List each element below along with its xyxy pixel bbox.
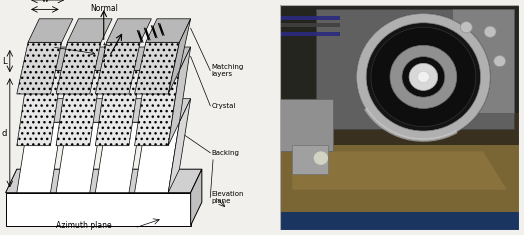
Polygon shape [280,23,340,27]
Polygon shape [280,16,340,20]
Polygon shape [168,99,191,193]
Circle shape [371,27,476,126]
Polygon shape [28,99,73,122]
Circle shape [494,55,506,67]
Text: w: w [41,0,48,4]
Circle shape [484,26,496,37]
Polygon shape [17,42,62,94]
Text: Matching
layers: Matching layers [212,64,244,77]
Polygon shape [67,19,112,42]
Polygon shape [67,47,112,70]
Polygon shape [56,42,101,94]
Polygon shape [452,9,514,113]
Polygon shape [135,70,179,146]
Polygon shape [280,32,340,36]
Circle shape [418,71,429,82]
Polygon shape [56,70,101,146]
Polygon shape [67,99,112,122]
Text: Azimuth plane: Azimuth plane [56,221,112,230]
Text: Normal: Normal [90,4,118,12]
Text: Crystal: Crystal [212,103,236,109]
Polygon shape [280,145,519,230]
Polygon shape [135,42,179,94]
Polygon shape [168,47,191,146]
Text: Elevation
plane: Elevation plane [212,191,244,204]
Text: d: d [2,129,7,138]
Text: $\theta$: $\theta$ [118,47,124,56]
Polygon shape [168,19,191,94]
Polygon shape [292,145,328,174]
Polygon shape [146,19,191,42]
Circle shape [357,14,490,140]
Circle shape [461,22,472,33]
Polygon shape [28,47,73,70]
Polygon shape [106,47,151,70]
Polygon shape [280,5,519,230]
Polygon shape [106,99,151,122]
Circle shape [314,151,328,165]
Polygon shape [135,122,179,193]
Polygon shape [316,9,514,129]
Polygon shape [146,47,191,70]
Text: Saw: Saw [129,26,145,35]
Polygon shape [95,70,140,146]
Polygon shape [17,70,62,146]
Text: Backing: Backing [212,150,239,156]
Polygon shape [280,5,519,113]
Polygon shape [6,193,191,226]
Circle shape [409,63,438,90]
Polygon shape [6,169,202,193]
Polygon shape [95,42,140,94]
Polygon shape [17,122,62,193]
Polygon shape [56,122,101,193]
Text: L: L [3,57,7,66]
Polygon shape [28,19,73,42]
Text: Azimuth
steering
angle: Azimuth steering angle [34,32,62,53]
Polygon shape [146,99,191,122]
Polygon shape [95,122,140,193]
Polygon shape [280,99,333,151]
Polygon shape [292,151,507,190]
Polygon shape [280,212,519,230]
Polygon shape [106,19,151,42]
Polygon shape [191,169,202,226]
